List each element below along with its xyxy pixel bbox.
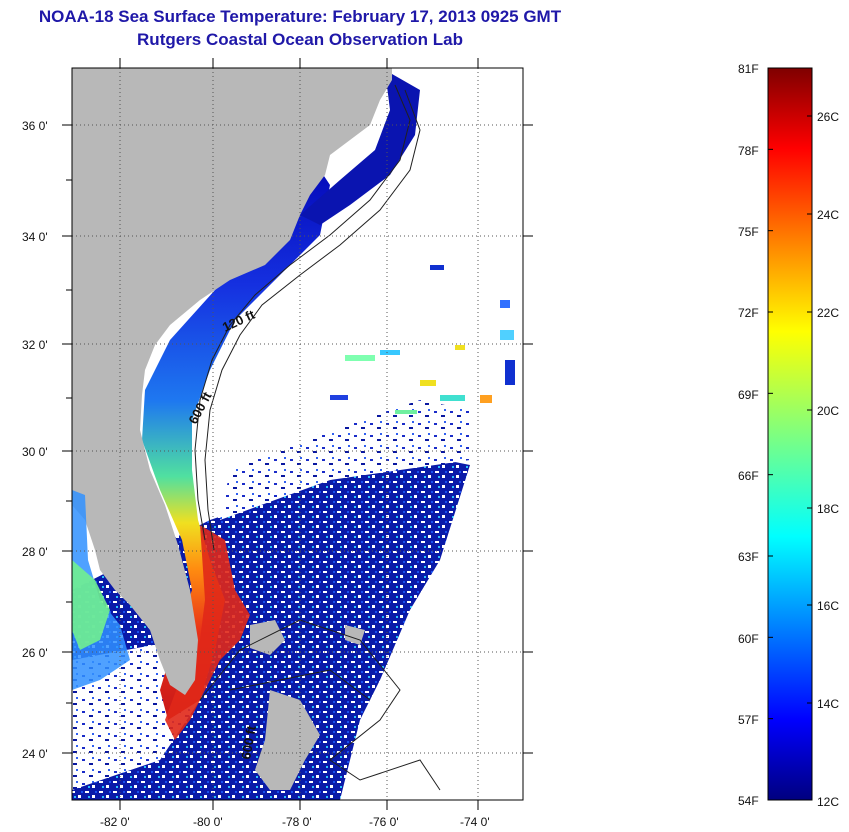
sst-gulf-green — [72, 560, 110, 650]
colorbar-label-c: 14C — [817, 697, 839, 711]
colorbar-label-f: 72F — [738, 306, 759, 320]
land-bahamas-andros — [250, 620, 285, 655]
sst-northern-nearshore — [300, 70, 420, 225]
lon-label: -76 0' — [369, 815, 399, 829]
colorbar-label-c: 18C — [817, 502, 839, 516]
colorbar-label-f: 75F — [738, 225, 759, 239]
colorbar-label-f: 69F — [738, 388, 759, 402]
lat-label: 24 0' — [22, 747, 48, 761]
colorbar-label-f: 81F — [738, 62, 759, 76]
colorbar-ticks — [768, 67, 812, 801]
colorbar: 81F 78F 75F 72F 69F 66F 63F 60F 57F 54F … — [738, 62, 839, 809]
map-ticks — [62, 58, 533, 810]
lon-label: -80 0' — [193, 815, 223, 829]
lon-label: -78 0' — [282, 815, 312, 829]
longitude-labels: -82 0' -80 0' -78 0' -76 0' -74 0' — [100, 815, 490, 829]
colorbar-fahrenheit-labels: 81F 78F 75F 72F 69F 66F 63F 60F 57F 54F — [738, 62, 759, 808]
colorbar-label-f: 66F — [738, 469, 759, 483]
lon-label: -74 0' — [460, 815, 490, 829]
land-cuba — [255, 690, 320, 790]
sst-shelf-band — [142, 140, 330, 720]
colorbar-label-c: 26C — [817, 110, 839, 124]
colorbar-label-c: 24C — [817, 208, 839, 222]
sst-cloud-patchy — [220, 400, 470, 520]
map-subtitle: Rutgers Coastal Ocean Observation Lab — [137, 30, 463, 49]
lat-label: 26 0' — [22, 646, 48, 660]
colorbar-label-f: 54F — [738, 794, 759, 808]
isobath-contours — [194, 84, 441, 791]
lon-label: -82 0' — [100, 815, 130, 829]
lat-label: 34 0' — [22, 230, 48, 244]
lat-label: 32 0' — [22, 338, 48, 352]
colorbar-label-c: 22C — [817, 306, 839, 320]
colorbar-gradient — [767, 67, 813, 801]
isobath-label-600ft-south: 600 ft — [238, 724, 259, 761]
colorbar-label-f: 57F — [738, 713, 759, 727]
lat-label: 30 0' — [22, 445, 48, 459]
lat-label: 28 0' — [22, 545, 48, 559]
colorbar-label-c: 16C — [817, 599, 839, 613]
title-block: NOAA-18 Sea Surface Temperature: Februar… — [0, 6, 600, 52]
colorbar-label-f: 78F — [738, 144, 759, 158]
map-area — [72, 68, 523, 800]
map-title: NOAA-18 Sea Surface Temperature: Februar… — [38, 7, 562, 26]
colorbar-celsius-labels: 26C 24C 22C 20C 18C 16C 14C 12C — [817, 110, 839, 809]
colorbar-label-c: 12C — [817, 795, 839, 809]
colorbar-label-f: 63F — [738, 550, 759, 564]
colorbar-label-f: 60F — [738, 632, 759, 646]
latitude-labels: 36 0' 34 0' 32 0' 30 0' 28 0' 26 0' 24 0… — [22, 119, 48, 761]
map-frame — [71, 67, 524, 801]
lat-label: 36 0' — [22, 119, 48, 133]
colorbar-label-c: 20C — [817, 404, 839, 418]
land-southeast-us — [72, 68, 392, 695]
sst-offshore-patches — [330, 265, 515, 414]
